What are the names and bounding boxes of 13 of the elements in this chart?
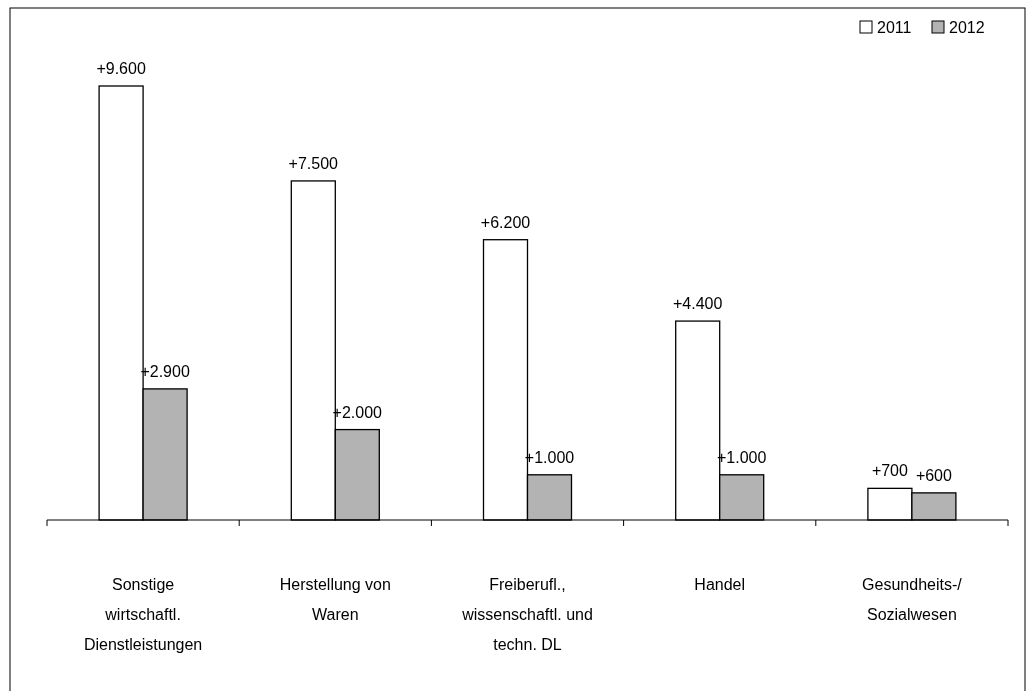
x-tick-label: Herstellung von Waren	[279, 576, 391, 623]
data-label: +4.400	[673, 295, 723, 313]
data-label: +700	[871, 462, 909, 480]
data-label: +7.500	[288, 154, 339, 172]
legend-label: 2012	[949, 19, 985, 36]
legend-label: 2011	[877, 19, 912, 36]
x-tick-label: Freiberufl., wissenschaftl. und techn. DL	[461, 576, 593, 653]
x-tick-label: Handel	[694, 576, 746, 593]
data-label: +6.200	[480, 213, 531, 231]
data-label: +9.600	[96, 60, 146, 77]
x-tick-label: Gesundheits-/ Sozialwesen	[862, 576, 963, 623]
data-label: +600	[915, 466, 953, 484]
x-tick-label: Sonstige wirtschaftl. Dienstleistungen	[83, 576, 203, 653]
